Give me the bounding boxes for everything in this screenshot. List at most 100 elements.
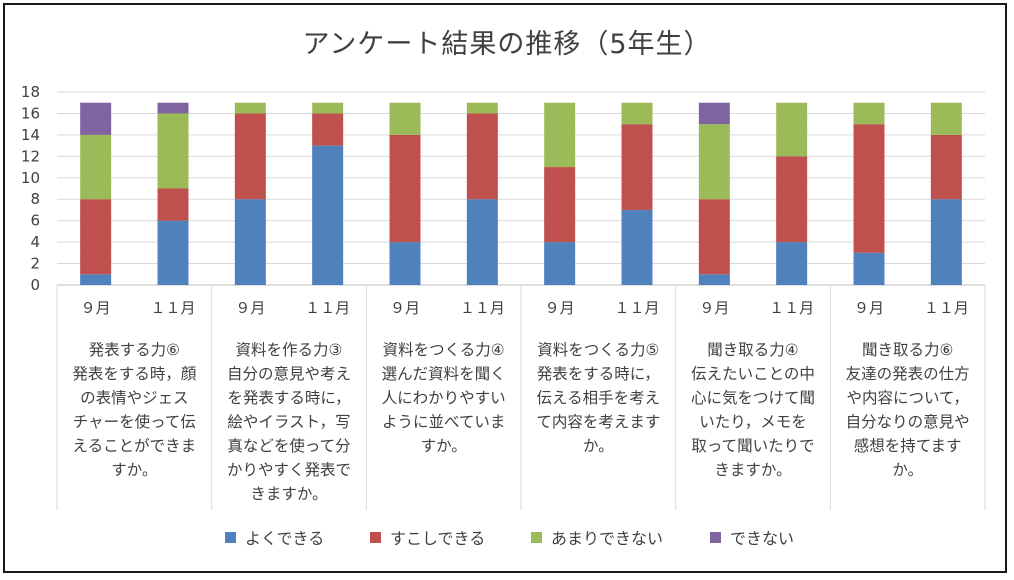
y-tick-label: 4 xyxy=(30,233,40,251)
legend-swatch xyxy=(710,532,721,543)
legend-label: できない xyxy=(730,529,794,548)
bar-segment xyxy=(544,167,576,243)
x-tick-label: ９月 xyxy=(854,299,884,317)
x-tick-label: ９月 xyxy=(81,299,111,317)
bar-segment xyxy=(157,113,189,189)
chart-title: アンケート結果の推移（5年生） xyxy=(302,29,712,60)
group-label-line: 資料を作る力③ xyxy=(236,341,343,359)
legend-swatch xyxy=(225,532,236,543)
group-label-line: 友達の発表の仕方 xyxy=(846,365,970,383)
y-tick-label: 8 xyxy=(30,190,40,208)
x-tick-label: １１月 xyxy=(924,299,969,317)
x-tick-label: １１月 xyxy=(769,299,814,317)
y-tick-label: 14 xyxy=(21,126,40,144)
group-label-line: 資料をつくる力④ xyxy=(383,341,505,359)
x-tick-label: ９月 xyxy=(235,299,265,317)
chart-frame xyxy=(3,3,1007,573)
bar-segment xyxy=(389,102,421,135)
x-tick-label: ９月 xyxy=(699,299,729,317)
group-label-line: か。 xyxy=(583,437,614,455)
bar-segment xyxy=(234,113,266,200)
group-label-line: いたり，メモを xyxy=(699,413,806,431)
bar-segment xyxy=(466,113,498,200)
legend-swatch xyxy=(370,532,381,543)
bar-segment xyxy=(621,124,653,210)
bar-segment xyxy=(312,102,344,114)
bar-segment xyxy=(466,102,498,114)
group-label-line: 真などを使って分 xyxy=(227,437,350,455)
x-tick-label: ９月 xyxy=(545,299,575,317)
y-tick-label: 10 xyxy=(21,169,40,187)
bar-segment xyxy=(698,274,730,285)
bar-segment xyxy=(466,199,498,285)
group-label-line: て内容を考えます xyxy=(536,413,660,431)
bar-segment xyxy=(621,209,653,285)
bar-segment xyxy=(853,124,885,253)
y-tick-label: 16 xyxy=(21,104,40,122)
group-label-line: 発表をする時，顔 xyxy=(72,365,197,383)
group-label-line: 絵やイラスト，写 xyxy=(227,413,350,431)
group-label-line: えることができま xyxy=(73,437,197,455)
bar-segment xyxy=(930,102,962,135)
y-tick-label: 2 xyxy=(30,255,40,273)
group-label-line: チャーを使って伝 xyxy=(73,413,196,431)
bar-segment xyxy=(157,220,189,285)
group-label-line: 取って聞いたりで xyxy=(691,437,814,455)
x-tick-label: １１月 xyxy=(460,299,505,317)
bar-segment xyxy=(621,102,653,125)
group-label-line: 発表をする時に， xyxy=(537,365,660,383)
bar-segment xyxy=(930,199,962,285)
bar-segment xyxy=(776,156,808,243)
group-label-line: 選んだ資料を聞く xyxy=(382,365,506,383)
bar-segment xyxy=(80,274,112,285)
bar-segment xyxy=(312,145,344,285)
x-tick-label: １１月 xyxy=(305,299,350,317)
group-label-line: 発表する力⑥ xyxy=(89,341,180,359)
bar-segment xyxy=(312,113,344,146)
bar-segment xyxy=(234,199,266,285)
bar-segment xyxy=(80,134,112,200)
bar-segment xyxy=(157,102,189,114)
bar-segment xyxy=(157,188,189,221)
group-label-line: すか。 xyxy=(421,437,467,455)
legend-swatch xyxy=(531,532,542,543)
group-label-line: 伝える相手を考え xyxy=(537,389,661,407)
bar-segment xyxy=(544,102,576,168)
bar-segment xyxy=(930,134,962,200)
group-label-line: を発表する時に， xyxy=(227,389,350,407)
group-label-line: か。 xyxy=(892,461,923,479)
bar-segment xyxy=(544,242,576,285)
y-tick-label: 0 xyxy=(30,276,40,294)
group-label-line: 聞き取る力④ xyxy=(707,341,798,359)
group-label-line: すか。 xyxy=(111,461,157,479)
y-tick-label: 12 xyxy=(21,147,40,165)
group-label-line: 心に気をつけて聞 xyxy=(691,389,815,407)
bar-segment xyxy=(389,242,421,285)
group-label-line: 感想を持てます xyxy=(854,437,962,455)
bar-segment xyxy=(80,199,112,275)
bar-segment xyxy=(698,102,730,125)
legend-label: よくできる xyxy=(245,529,324,548)
legend-label: あまりできない xyxy=(551,529,663,548)
x-tick-label: ９月 xyxy=(390,299,420,317)
group-label-line: 資料をつくる力⑤ xyxy=(537,341,659,359)
bar-segment xyxy=(234,102,266,114)
group-label-line: 伝えたいことの中 xyxy=(691,365,815,383)
legend-label: すこしできる xyxy=(390,529,485,548)
group-label-line: 自分なりの意見や xyxy=(846,412,970,431)
group-label-line: 人にわかりやすい xyxy=(382,389,506,407)
y-tick-label: 6 xyxy=(30,212,40,230)
group-label-line: きますか。 xyxy=(250,485,327,503)
group-label-line: 自分の意見や考え xyxy=(227,364,351,383)
y-tick-label: 18 xyxy=(21,83,40,101)
bar-segment xyxy=(853,252,885,285)
bar-segment xyxy=(853,102,885,125)
group-label-line: きますか。 xyxy=(714,461,791,479)
bar-segment xyxy=(776,102,808,157)
group-label-line: の表情やジェス xyxy=(80,389,189,407)
bar-segment xyxy=(80,102,112,135)
group-label-line: かりやすく発表で xyxy=(227,461,351,479)
bar-segment xyxy=(776,242,808,285)
bar-segment xyxy=(698,124,730,200)
